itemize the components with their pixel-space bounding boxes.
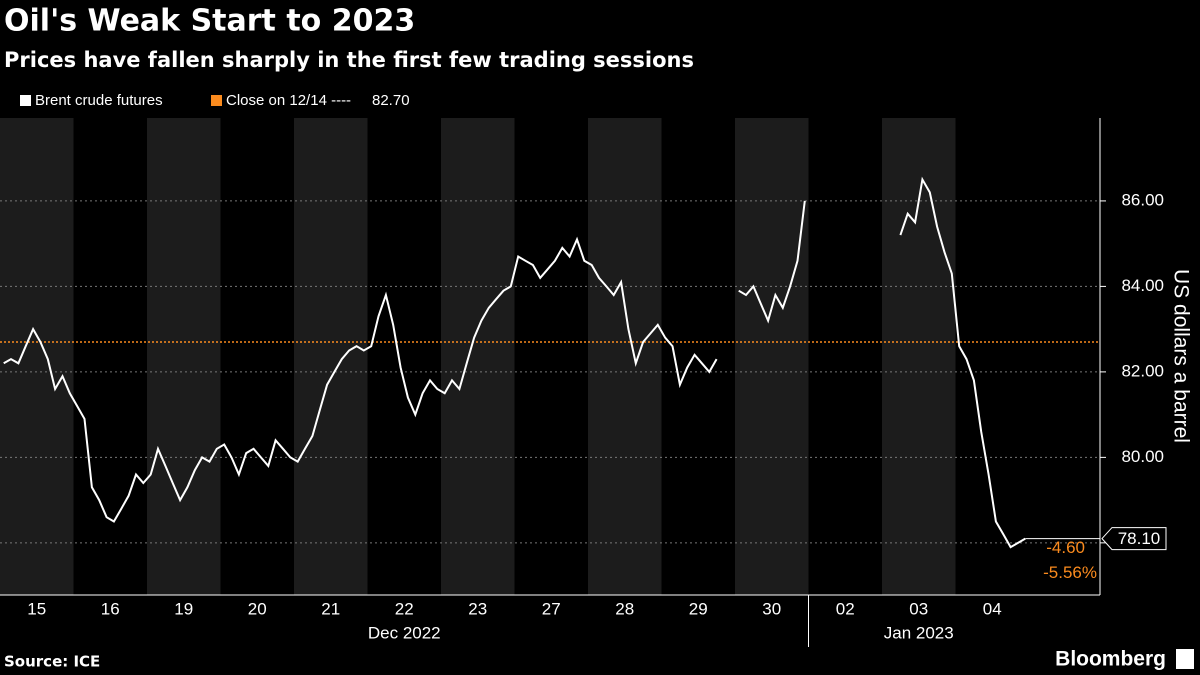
x-tick-label: 04 <box>983 599 1002 618</box>
last-marker <box>1101 527 1167 551</box>
change-label: -4.60 <box>1046 538 1085 557</box>
x-tick-label: 19 <box>174 599 193 618</box>
x-tick-label: 22 <box>395 599 414 618</box>
price-line <box>3 176 1026 549</box>
day-band <box>588 118 662 595</box>
day-band <box>882 118 956 595</box>
day-band <box>735 118 809 595</box>
month-label: Jan 2023 <box>884 623 954 642</box>
x-tick-label: 21 <box>321 599 340 618</box>
source: Source: ICE <box>4 653 100 671</box>
x-tick-label: 28 <box>615 599 634 618</box>
y-tick-label: 86.00 <box>1121 190 1164 209</box>
day-band <box>0 118 74 595</box>
x-tick-label: 16 <box>101 599 120 618</box>
chart-subtitle: Prices have fallen sharply in the first … <box>4 48 694 72</box>
brand-icon <box>1176 649 1194 669</box>
x-tick-label: 02 <box>836 599 855 618</box>
brand: Bloomberg <box>1055 648 1166 671</box>
y-tick-label: 84.00 <box>1121 276 1164 295</box>
x-tick-label: 03 <box>909 599 928 618</box>
day-band <box>294 118 368 595</box>
x-tick-label: 30 <box>762 599 781 618</box>
x-tick-label: 15 <box>27 599 46 618</box>
chart-title: Oil's Weak Start to 2023 <box>4 4 415 39</box>
y-tick-label: 80.00 <box>1121 447 1164 466</box>
day-band <box>147 118 221 595</box>
last-label: 78.10 <box>1118 529 1161 548</box>
x-tick-label: 29 <box>689 599 708 618</box>
legend-label: Close on 12/14 ---- <box>226 92 351 109</box>
change-pct-label: -5.56% <box>1043 563 1097 582</box>
x-tick-label: 20 <box>248 599 267 618</box>
day-band <box>441 118 515 595</box>
y-tick-label: 82.00 <box>1121 361 1164 380</box>
legend-swatch <box>211 95 222 106</box>
x-tick-label: 27 <box>542 599 561 618</box>
legend-value: 82.70 <box>372 92 410 109</box>
x-tick-label: 23 <box>468 599 487 618</box>
y-axis-label: US dollars a barrel <box>1169 269 1192 443</box>
month-label: Dec 2022 <box>368 623 441 642</box>
legend-swatch <box>20 95 31 106</box>
legend-label: Brent crude futures <box>35 92 163 109</box>
